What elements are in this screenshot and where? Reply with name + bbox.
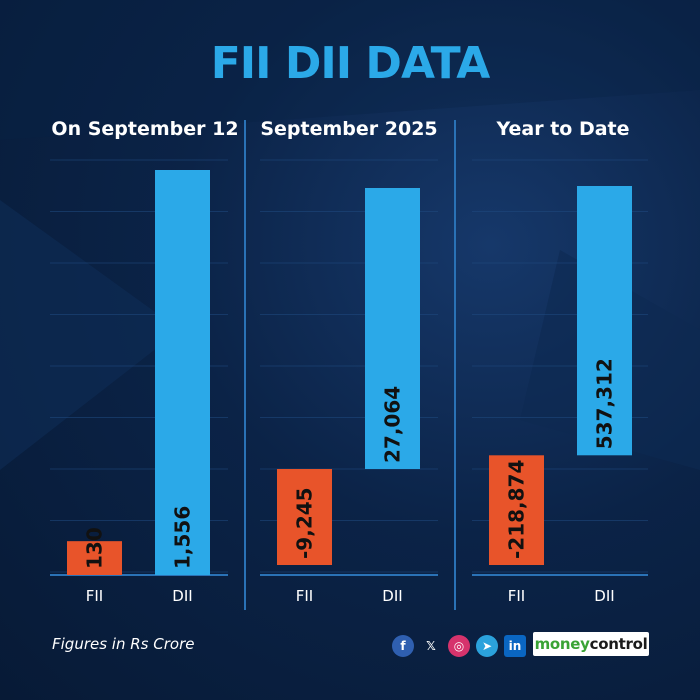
moneycontrol-logo[interactable]: money control [533, 632, 649, 656]
panel-title-ytd: Year to Date [496, 118, 630, 140]
panel-title-month: September 2025 [260, 118, 438, 140]
logo-part-control: control [589, 635, 648, 653]
page-title: FII DII DATA [210, 38, 491, 89]
telegram-icon[interactable]: ➤ [476, 635, 498, 657]
value-label: 537,312 [593, 358, 617, 449]
value-label: 130 [83, 527, 107, 569]
dii-bar [365, 188, 420, 470]
panel-title-day: On September 12 [51, 118, 239, 140]
category-label: DII [172, 587, 192, 605]
panel-divider-2 [454, 120, 456, 610]
category-label: FII [296, 587, 313, 605]
panel-divider-1 [244, 120, 246, 610]
facebook-icon[interactable]: f [392, 635, 414, 657]
category-label: FII [86, 587, 103, 605]
fii-bar [489, 455, 544, 565]
category-label: FII [508, 587, 525, 605]
fii-bar [67, 541, 122, 575]
value-label: 27,064 [381, 386, 405, 463]
value-label: 1,556 [171, 506, 195, 569]
logo-part-money: money [534, 635, 590, 653]
fii-bar [277, 469, 332, 565]
x-icon[interactable]: 𝕏 [426, 639, 436, 653]
category-label: DII [594, 587, 614, 605]
category-label: DII [382, 587, 402, 605]
value-label: -9,245 [293, 487, 317, 559]
footnote: Figures in Rs Crore [52, 635, 195, 653]
instagram-icon[interactable]: ◎ [448, 635, 470, 657]
linkedin-icon[interactable]: in [504, 635, 526, 657]
value-label: -218,874 [505, 460, 529, 559]
dii-bar [577, 186, 632, 456]
dii-bar [155, 170, 210, 575]
